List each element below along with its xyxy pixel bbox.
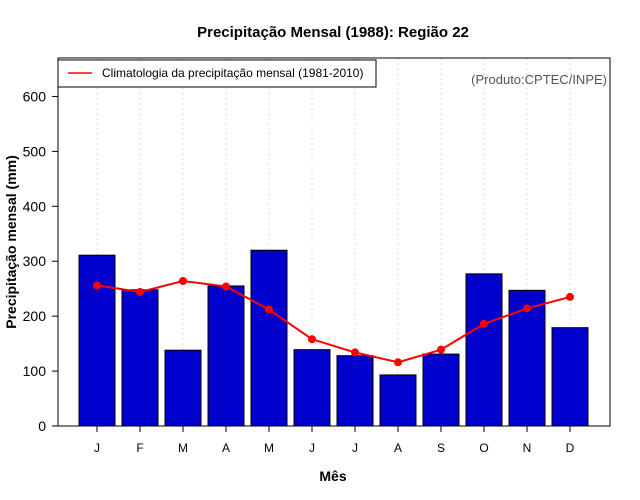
climatology-point-O (480, 319, 488, 328)
y-tick-label: 600 (23, 88, 47, 104)
y-tick-label: 200 (23, 308, 47, 324)
bar-O (465, 273, 503, 427)
x-tick-label: M (264, 441, 274, 455)
x-axis-label: Mês (319, 468, 346, 484)
x-tick-label: A (222, 441, 230, 455)
x-tick-label: N (523, 441, 532, 455)
y-tick-label: 100 (23, 363, 47, 379)
climatology-point-S (437, 345, 445, 354)
climatology-point-D (566, 292, 574, 301)
x-tick-label: J (94, 441, 100, 455)
climatology-point-M (265, 305, 273, 314)
bars (78, 249, 589, 427)
x-tick-label: S (437, 441, 445, 455)
climatology-point-M (179, 276, 187, 285)
climatology-point-J (93, 281, 101, 290)
climatology-point-N (523, 304, 531, 313)
legend-box (57, 59, 377, 88)
credit-text: (Produto:CPTEC/INPE) (471, 72, 607, 87)
bar-J (293, 349, 331, 427)
x-tick-label: D (566, 441, 575, 455)
climatology-series-line (96, 279, 571, 364)
climatology-point-F (136, 287, 144, 296)
climatology-point-J (351, 348, 359, 357)
bar-N (508, 289, 546, 427)
legend: Climatologia da precipitação mensal (198… (57, 59, 377, 88)
climatology-point-J (308, 335, 316, 344)
y-axis: 0 100 200 300 400 500 600 (23, 88, 58, 434)
bar-J (78, 254, 116, 427)
x-tick-label: F (136, 441, 143, 455)
climatology-point-A (394, 358, 402, 367)
plot-frame (57, 57, 611, 427)
x-tick-label: J (352, 441, 358, 455)
bar-M (250, 249, 288, 427)
climatology-point-A (222, 282, 230, 291)
y-tick-label: 500 (23, 143, 47, 159)
bar-A (207, 285, 245, 427)
climatology-line (93, 276, 574, 367)
y-tick-label: 0 (38, 418, 46, 434)
y-axis-label: Precipitação mensal (mm) (3, 155, 19, 329)
chart-title: Precipitação Mensal (1988): Região 22 (197, 24, 469, 41)
x-tick-label: A (394, 441, 402, 455)
y-tick-label: 400 (23, 198, 47, 214)
bar-F (121, 289, 159, 427)
bar-J (336, 355, 374, 427)
bar-M (164, 349, 202, 427)
bar-D (551, 327, 589, 427)
x-tick-label: J (309, 441, 315, 455)
bar-A (379, 374, 417, 427)
bar-S (422, 353, 460, 427)
legend-label: Climatologia da precipitação mensal (198… (102, 66, 363, 80)
x-tick-label: M (178, 441, 188, 455)
y-tick-label: 300 (23, 253, 47, 269)
x-tick-label: O (479, 441, 488, 455)
